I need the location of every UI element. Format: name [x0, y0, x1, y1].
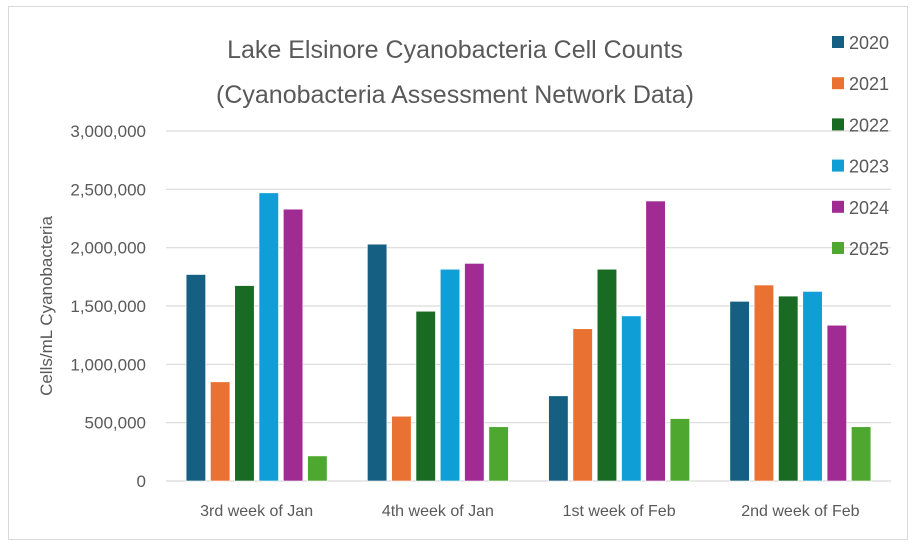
- y-tick-label: 0: [137, 472, 146, 491]
- bar-2022-1: [415, 310, 436, 482]
- x-tick-label: 1st week of Feb: [563, 503, 676, 520]
- x-tick-label: 2nd week of Feb: [741, 503, 859, 520]
- bar-2021-2: [572, 328, 593, 482]
- bar-2025-1: [488, 426, 509, 482]
- legend-label-2021: 2021: [849, 74, 889, 94]
- bar-2023-1: [439, 268, 461, 482]
- y-axis-label: Cells/mL Cyanobacteria: [37, 216, 56, 396]
- bar-2024-2: [645, 200, 666, 482]
- legend-label-2020: 2020: [849, 33, 889, 53]
- bar-2022-2: [596, 268, 618, 482]
- legend-swatch-2024: [832, 200, 844, 213]
- y-tick-label: 2,500,000: [70, 180, 146, 199]
- legend-label-2025: 2025: [849, 239, 889, 259]
- bar-2020-3: [729, 301, 750, 482]
- legend-swatch-2021: [832, 77, 844, 90]
- bar-2023-3: [802, 291, 823, 482]
- y-tick-label: 1,000,000: [70, 355, 146, 374]
- bar-2024-0: [283, 208, 304, 482]
- x-tick-label: 4th week of Jan: [382, 503, 494, 520]
- legend-swatch-2022: [832, 118, 844, 131]
- bar-2024-1: [464, 263, 485, 482]
- y-tick-label: 500,000: [85, 414, 146, 433]
- y-tick-label: 3,000,000: [70, 122, 146, 141]
- bar-2020-2: [548, 395, 569, 482]
- bar-2025-2: [669, 418, 690, 482]
- bar-2020-1: [367, 243, 388, 482]
- bar-2025-0: [307, 455, 328, 482]
- bar-2023-2: [621, 315, 642, 482]
- bar-2022-0: [234, 285, 255, 482]
- legend-swatch-2023: [832, 159, 844, 172]
- bar-2021-3: [753, 284, 774, 482]
- bar-2022-3: [778, 295, 799, 482]
- y-tick-label: 2,000,000: [70, 239, 146, 258]
- x-tick-label: 3rd week of Jan: [200, 503, 313, 520]
- bar-2021-1: [391, 415, 412, 482]
- bar-2024-3: [826, 324, 847, 482]
- bar-2025-3: [851, 426, 872, 482]
- y-tick-label: 1,500,000: [70, 297, 146, 316]
- legend-swatch-2020: [832, 36, 844, 48]
- legend-label-2022: 2022: [849, 115, 889, 135]
- legend-label-2024: 2024: [849, 198, 889, 218]
- bar-2023-0: [258, 192, 279, 482]
- legend-label-2023: 2023: [849, 157, 889, 177]
- bar-2021-0: [210, 381, 231, 482]
- bar-2020-0: [185, 274, 206, 482]
- chart-subtitle: (Cyanobacteria Assessment Network Data): [216, 81, 694, 109]
- legend-swatch-2025: [832, 242, 844, 254]
- chart-title: Lake Elsinore Cyanobacteria Cell Counts: [227, 36, 683, 64]
